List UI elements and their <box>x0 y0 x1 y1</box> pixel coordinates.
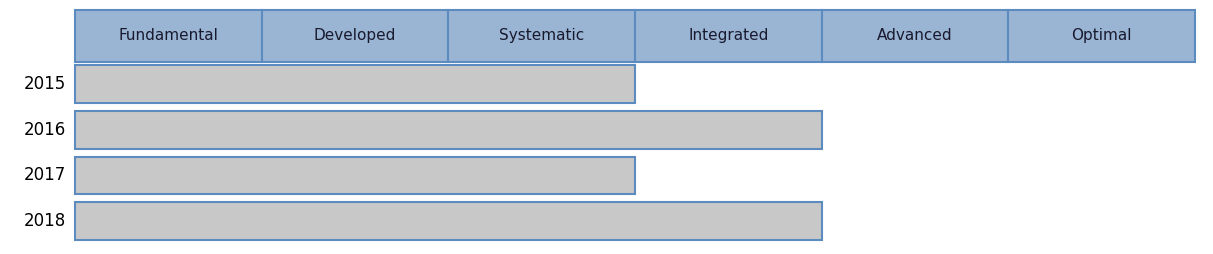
Text: Optimal: Optimal <box>1071 28 1132 43</box>
Bar <box>821 10 1008 61</box>
Bar <box>262 10 449 61</box>
Text: 2018: 2018 <box>23 212 66 230</box>
Text: Advanced: Advanced <box>877 28 952 43</box>
Bar <box>1008 10 1195 61</box>
Bar <box>75 111 821 149</box>
Text: Integrated: Integrated <box>688 28 769 43</box>
Bar <box>75 10 262 61</box>
Text: 2015: 2015 <box>23 75 66 93</box>
Bar <box>75 156 636 195</box>
Bar <box>75 202 821 240</box>
Text: 2017: 2017 <box>23 166 66 184</box>
Text: 2016: 2016 <box>23 121 66 139</box>
Bar <box>75 65 636 103</box>
Text: Fundamental: Fundamental <box>119 28 218 43</box>
Text: Developed: Developed <box>314 28 397 43</box>
Bar <box>449 10 636 61</box>
Text: Systematic: Systematic <box>499 28 585 43</box>
Bar <box>636 10 821 61</box>
